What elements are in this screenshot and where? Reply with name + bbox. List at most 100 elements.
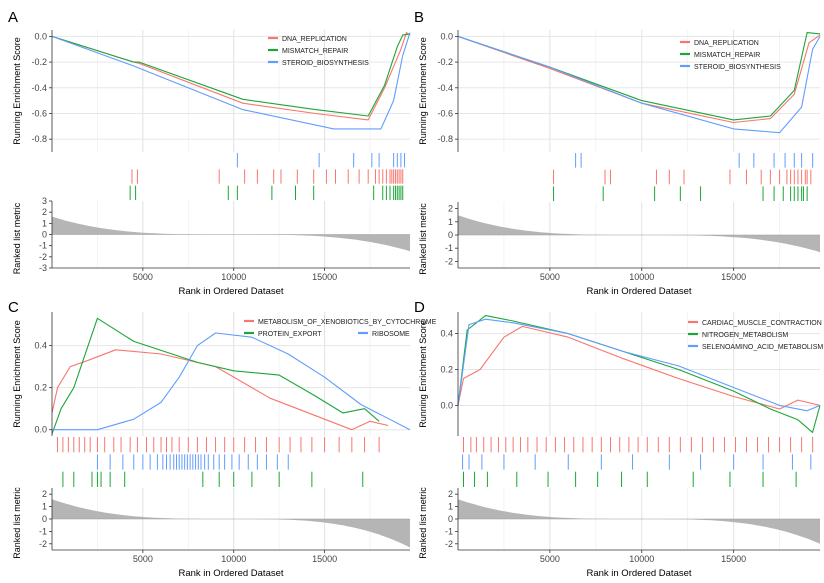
- legend-entry: STEROID_BIOSYNTHESIS: [282, 60, 369, 67]
- ranked-metric: [458, 499, 820, 544]
- metric-axis-title: Ranked list metric: [418, 203, 428, 275]
- hit-row-metabolism-of-xenobiotics-by-cytochrome: [56, 437, 380, 453]
- metric-tick-label: 1: [448, 502, 453, 512]
- panel-label: D: [414, 299, 425, 316]
- metric-tick-label: -2: [39, 539, 47, 549]
- x-tick-label: 15000: [721, 272, 746, 282]
- metric-tick-label: -2: [39, 252, 47, 262]
- es-curve-steroid-biosynthesis: [457, 35, 821, 134]
- y-tick-label: -0.6: [437, 108, 453, 118]
- y-tick-label: -0.2: [437, 57, 453, 67]
- legend: DNA_REPLICATION MISMATCH_REPAIR STEROID_BI…: [268, 36, 369, 67]
- legend-entry: SELENOAMINO_ACID_METABOLISM: [702, 344, 823, 351]
- y-tick-label: 0.0: [440, 31, 453, 41]
- y-tick-label: 0.0: [34, 425, 47, 435]
- gridlines: [458, 30, 820, 268]
- y-tick-label: -0.6: [31, 108, 47, 118]
- x-axis-title: Rank in Ordered Dataset: [586, 568, 691, 579]
- x-tick-label: 10000: [221, 554, 246, 564]
- hit-row-ribosome: [96, 454, 289, 470]
- panel-label: B: [414, 9, 424, 26]
- x-tick-label: 15000: [721, 554, 746, 564]
- ranked-metric: [458, 215, 820, 253]
- metric-tick-label: -1: [445, 526, 453, 536]
- x-axis-title: Rank in Ordered Dataset: [178, 568, 283, 579]
- metric-tick-label: 1: [42, 218, 47, 228]
- legend-entry: MISMATCH_REPAIR: [694, 52, 760, 59]
- es-curve-cardiac-muscle-contraction: [457, 325, 821, 410]
- x-tick-label: 10000: [629, 272, 654, 282]
- y-tick-label: 0.4: [34, 341, 47, 351]
- y-tick-label: 0.2: [34, 383, 47, 393]
- metric-tick-label: 0: [448, 514, 453, 524]
- metric-tick-label: 0: [448, 230, 453, 240]
- ranked-metric: [52, 216, 410, 252]
- x-tick-label: 5000: [540, 554, 560, 564]
- metric-tick-label: -2: [445, 539, 453, 549]
- metric-tick-label: 2: [42, 489, 47, 499]
- legend-entry: CARDIAC_MUSCLE_CONTRACTION: [702, 320, 822, 327]
- metric-axis-title: Ranked list metric: [418, 487, 428, 559]
- y-tick-label: -0.4: [437, 83, 453, 93]
- x-tick-label: 5000: [133, 272, 153, 282]
- y-tick-label: 0.0: [34, 31, 47, 41]
- legend-entry: DNA_REPLICATION: [282, 36, 347, 43]
- es-curve-ribosome: [52, 332, 411, 431]
- es-curve-dna-replication: [457, 34, 821, 124]
- hit-row-dna-replication: [553, 169, 812, 185]
- y-tick-label: 0.0: [440, 400, 453, 410]
- es-curve-selenoamino-acid-metabolism: [457, 318, 821, 412]
- y-tick-label: 0.4: [440, 329, 453, 339]
- panel-label: C: [8, 299, 19, 316]
- legend-entry: DNA_REPLICATION: [694, 40, 759, 47]
- panel-b: B 0.0 -0.2 -0.4 -0.6 -0.8 Running Enrichment S…: [414, 9, 821, 297]
- legend-entry: MISMATCH_REPAIR: [282, 48, 348, 55]
- metric-tick-label: 1: [448, 217, 453, 227]
- legend: CARDIAC_MUSCLE_CONTRACTION NITROGEN_METAB…: [688, 320, 823, 351]
- hit-row-dna-replication: [131, 169, 404, 184]
- x-axis-title: Rank in Ordered Dataset: [586, 286, 691, 297]
- hit-row-steroid-biosynthesis: [236, 153, 406, 168]
- y-tick-label: -0.2: [31, 57, 47, 67]
- metric-tick-label: 3: [42, 196, 47, 206]
- panel-d: D 0.0 0.2 0.4 Running Enrichment Score 2 1 0 -1 -…: [414, 299, 823, 579]
- y-tick-label: -0.4: [31, 83, 47, 93]
- metric-tick-label: 1: [42, 502, 47, 512]
- metric-axis-title: Ranked list metric: [12, 487, 22, 559]
- metric-tick-label: 2: [448, 204, 453, 214]
- panel-label: A: [8, 9, 18, 26]
- y-axis-title: Running Enrichment Score: [418, 320, 428, 428]
- x-tick-label: 10000: [221, 272, 246, 282]
- hit-row-protein-export: [62, 471, 364, 487]
- legend: DNA_REPLICATION MISMATCH_REPAIR STEROID_BI…: [680, 40, 781, 71]
- es-curve-nitrogen-metabolism: [457, 315, 821, 433]
- legend-entry: NITROGEN_METABOLISM: [702, 332, 788, 339]
- es-curve-steroid-biosynthesis: [51, 32, 411, 130]
- es-curve-protein-export: [51, 317, 380, 435]
- metric-area: [458, 215, 820, 253]
- metric-tick-label: 0: [42, 230, 47, 240]
- es-curve-mismatch-repair: [457, 32, 821, 121]
- panel-c: C 0.0 0.2 0.4 Running Enrichment Score 2 1 0 -1 -…: [8, 299, 437, 579]
- metric-tick-label: -2: [445, 256, 453, 266]
- y-axis-title: Running Enrichment Score: [418, 37, 428, 145]
- y-tick-label: -0.8: [31, 134, 47, 144]
- x-axis-title: Rank in Ordered Dataset: [178, 286, 283, 297]
- es-curve-dna-replication: [51, 32, 411, 121]
- x-tick-label: 15000: [312, 272, 337, 282]
- x-tick-label: 10000: [629, 554, 654, 564]
- hit-row-mismatch-repair: [553, 186, 808, 201]
- y-axis-title: Running Enrichment Score: [12, 37, 22, 145]
- legend-entry: RIBOSOME: [372, 331, 410, 338]
- x-tick-label: 15000: [312, 554, 337, 564]
- hit-row-selenoamino-acid-metabolism: [462, 454, 812, 470]
- hit-row-steroid-biosynthesis: [575, 153, 814, 168]
- metric-tick-label: 0: [42, 514, 47, 524]
- hit-row-nitrogen-metabolism: [463, 471, 797, 487]
- hit-row-cardiac-muscle-contraction: [463, 437, 814, 453]
- metric-area: [458, 499, 820, 544]
- metric-tick-label: 2: [42, 207, 47, 217]
- metric-tick-label: -1: [39, 526, 47, 536]
- legend-entry: PROTEIN_EXPORT: [258, 331, 322, 338]
- metric-tick-label: -1: [39, 241, 47, 251]
